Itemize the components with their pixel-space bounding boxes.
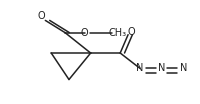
Text: N: N xyxy=(136,63,143,73)
Text: N: N xyxy=(157,63,164,73)
Text: O: O xyxy=(37,11,45,21)
Text: O: O xyxy=(127,27,134,37)
Text: CH₃: CH₃ xyxy=(108,28,126,38)
Text: N: N xyxy=(179,63,186,73)
Text: O: O xyxy=(81,28,88,38)
